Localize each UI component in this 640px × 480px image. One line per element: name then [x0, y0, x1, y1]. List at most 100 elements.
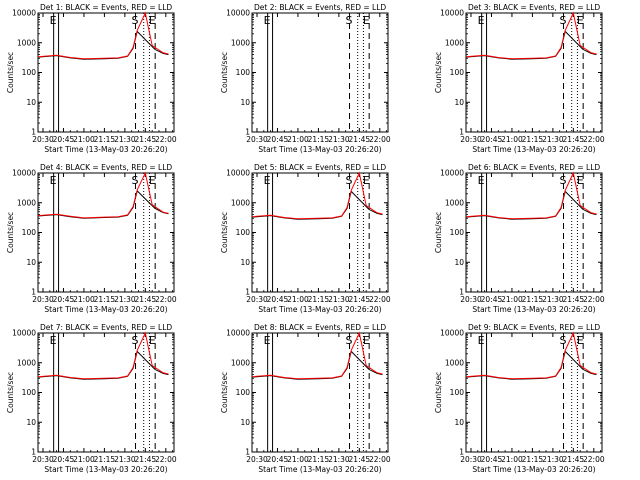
detector-panel-9: Det 9: BLACK = Events, RED = LLD 1 10 100 10… — [434, 323, 605, 474]
x-tick-label: 20:30 — [32, 135, 54, 144]
marker-letter: S — [132, 14, 139, 27]
x-tick-label: 20:30 — [246, 135, 268, 144]
marker-letter: S — [346, 334, 353, 347]
y-tick-label: 10000 — [12, 169, 36, 178]
marker-letter: E — [577, 334, 584, 347]
y-tick-label: 100 — [236, 388, 251, 397]
marker-letter: E — [149, 174, 156, 187]
x-tick-label: 20:30 — [246, 455, 268, 464]
y-tick-label: 1 — [31, 288, 36, 297]
y-tick-label: 10000 — [226, 169, 250, 178]
x-tick-label: 21:00 — [287, 295, 309, 304]
x-tick-label: 21:30 — [542, 455, 564, 464]
x-axis-label: Start Time (13-May-03 20:26:20) — [472, 465, 595, 474]
y-tick-label: 100 — [236, 228, 251, 237]
marker-letter: E — [478, 174, 485, 187]
x-tick-label: 22:00 — [369, 455, 391, 464]
y-tick-label: 1000 — [17, 198, 36, 207]
x-tick-label: 20:30 — [32, 455, 54, 464]
marker-letter: E — [363, 14, 370, 27]
y-axis-label: Counts/sec — [434, 52, 443, 93]
detector-panel-6: Det 6: BLACK = Events, RED = LLD 1 10 100 10… — [434, 163, 605, 314]
y-tick-label: 1 — [31, 448, 36, 457]
panel-title: Det 3: BLACK = Events, RED = LLD — [468, 3, 600, 12]
x-tick-label: 20:45 — [53, 135, 75, 144]
marker-letter: E — [50, 334, 57, 347]
x-tick-label: 21:00 — [287, 135, 309, 144]
y-tick-label: 100 — [22, 68, 37, 77]
x-tick-label: 21:45 — [135, 295, 157, 304]
x-tick-label: 21:30 — [328, 135, 350, 144]
x-tick-label: 21:15 — [94, 135, 116, 144]
marker-letter: S — [346, 14, 353, 27]
marker-letter: E — [50, 174, 57, 187]
y-tick-label: 1000 — [231, 198, 250, 207]
y-axis-label: Counts/sec — [6, 212, 15, 253]
x-tick-label: 20:30 — [460, 135, 482, 144]
y-tick-label: 1 — [245, 288, 250, 297]
y-tick-label: 1000 — [445, 198, 464, 207]
y-tick-label: 1000 — [231, 358, 250, 367]
y-tick-label: 10 — [26, 258, 36, 267]
y-axis-label: Counts/sec — [220, 52, 229, 93]
x-tick-label: 21:45 — [349, 455, 371, 464]
y-tick-label: 1 — [245, 128, 250, 137]
x-tick-label: 21:45 — [563, 135, 585, 144]
x-tick-label: 21:45 — [349, 295, 371, 304]
marker-letter: E — [264, 174, 271, 187]
y-tick-label: 1 — [459, 128, 464, 137]
y-tick-label: 1000 — [17, 38, 36, 47]
y-axis-label: Counts/sec — [434, 212, 443, 253]
y-tick-label: 100 — [22, 388, 37, 397]
detector-panel-1: Det 1: BLACK = Events, RED = LLD 1 10 100 10… — [6, 3, 177, 154]
y-tick-label: 1 — [459, 288, 464, 297]
marker-letter: E — [149, 334, 156, 347]
x-tick-label: 21:00 — [73, 455, 95, 464]
panel-title: Det 4: BLACK = Events, RED = LLD — [40, 163, 172, 172]
x-tick-label: 20:30 — [246, 295, 268, 304]
x-tick-label: 20:45 — [267, 295, 289, 304]
series-lld-line — [465, 171, 597, 220]
y-tick-label: 1000 — [231, 38, 250, 47]
x-tick-label: 22:00 — [155, 295, 177, 304]
x-tick-label: 21:45 — [135, 455, 157, 464]
x-tick-label: 20:45 — [481, 135, 503, 144]
x-tick-label: 20:45 — [267, 455, 289, 464]
marker-letter: E — [478, 14, 485, 27]
y-axis-label: Counts/sec — [220, 372, 229, 413]
detector-panel-3: Det 3: BLACK = Events, RED = LLD 1 10 100 10… — [434, 3, 605, 154]
y-tick-label: 100 — [236, 68, 251, 77]
x-tick-label: 21:00 — [501, 135, 523, 144]
series-lld-line — [251, 171, 383, 220]
panel-title: Det 1: BLACK = Events, RED = LLD — [40, 3, 172, 12]
y-tick-label: 10 — [454, 418, 464, 427]
marker-letter: E — [264, 14, 271, 27]
detector-panel-2: Det 2: BLACK = Events, RED = LLD 1 10 100 10… — [220, 3, 391, 154]
x-tick-label: 22:00 — [583, 455, 605, 464]
x-tick-label: 20:30 — [32, 295, 54, 304]
x-tick-label: 21:00 — [501, 295, 523, 304]
x-tick-label: 21:30 — [542, 295, 564, 304]
y-tick-label: 100 — [450, 388, 465, 397]
x-tick-label: 20:45 — [267, 135, 289, 144]
marker-letter: E — [478, 334, 485, 347]
marker-letter: E — [363, 334, 370, 347]
x-tick-label: 21:00 — [73, 295, 95, 304]
series-lld-line — [37, 171, 169, 219]
x-axis-label: Start Time (13-May-03 20:26:20) — [44, 465, 167, 474]
marker-letter: S — [346, 174, 353, 187]
x-tick-label: 21:15 — [522, 135, 544, 144]
x-axis-label: Start Time (13-May-03 20:26:20) — [258, 305, 381, 314]
x-tick-label: 21:15 — [522, 455, 544, 464]
marker-letter: E — [264, 334, 271, 347]
marker-letter: E — [149, 14, 156, 27]
detector-panel-8: Det 8: BLACK = Events, RED = LLD 1 10 100 10… — [220, 323, 391, 474]
series-lld-line — [37, 11, 169, 60]
marker-letter: E — [363, 174, 370, 187]
y-tick-label: 10 — [240, 98, 250, 107]
marker-letter: E — [50, 14, 57, 27]
x-tick-label: 20:45 — [481, 295, 503, 304]
x-tick-label: 22:00 — [369, 295, 391, 304]
x-tick-label: 21:15 — [308, 295, 330, 304]
y-tick-label: 1000 — [445, 38, 464, 47]
